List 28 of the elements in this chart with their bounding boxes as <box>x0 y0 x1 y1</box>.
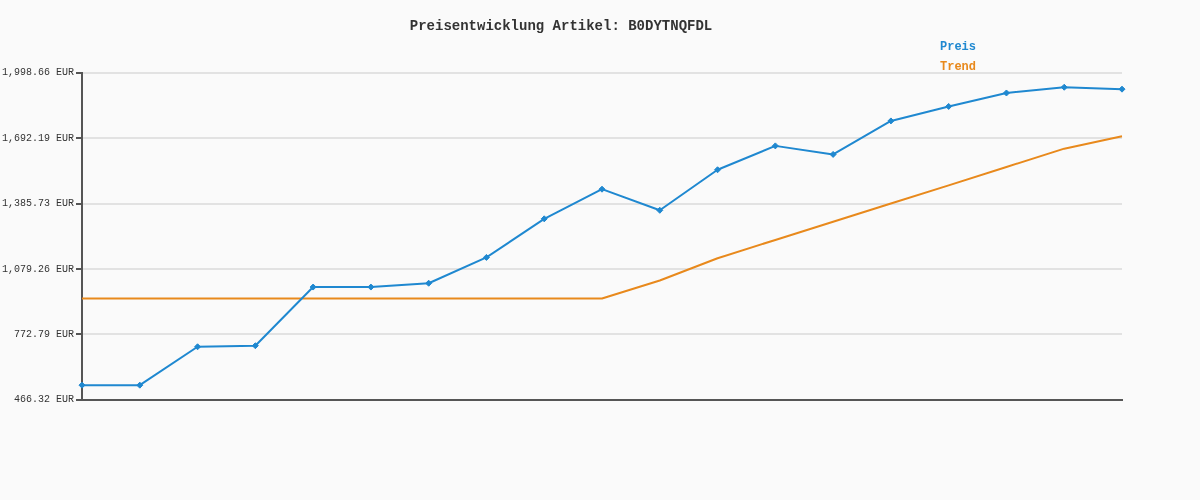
point <box>1002 89 1010 97</box>
y-tick-label: 466.32 EUR <box>14 394 75 406</box>
y-tick-label: 772.79 EUR <box>14 328 75 340</box>
point <box>829 150 837 158</box>
y-tick-label: 1,079.26 EUR <box>2 263 75 275</box>
point <box>540 215 548 223</box>
point <box>425 279 433 287</box>
text: Trend <box>940 60 977 75</box>
y-tick-label: 1,385.73 EUR <box>2 198 75 210</box>
point <box>887 117 895 125</box>
point <box>656 206 664 214</box>
y-tick-label: 1,998.66 EUR <box>2 67 75 79</box>
point <box>251 342 259 350</box>
chart-title: Preisentwicklung Artikel: B0DYTNQFDL <box>409 17 713 34</box>
text: Preis <box>940 40 977 55</box>
point <box>194 343 202 351</box>
point <box>1060 83 1068 91</box>
point <box>78 381 86 389</box>
point <box>1118 85 1126 93</box>
point <box>136 381 144 389</box>
point <box>945 102 953 110</box>
y-tick-label: 1,692.19 EUR <box>2 132 75 144</box>
point <box>598 185 606 193</box>
point <box>714 166 722 174</box>
point <box>482 253 490 261</box>
point <box>771 142 779 150</box>
point <box>309 283 317 291</box>
point <box>367 283 375 291</box>
